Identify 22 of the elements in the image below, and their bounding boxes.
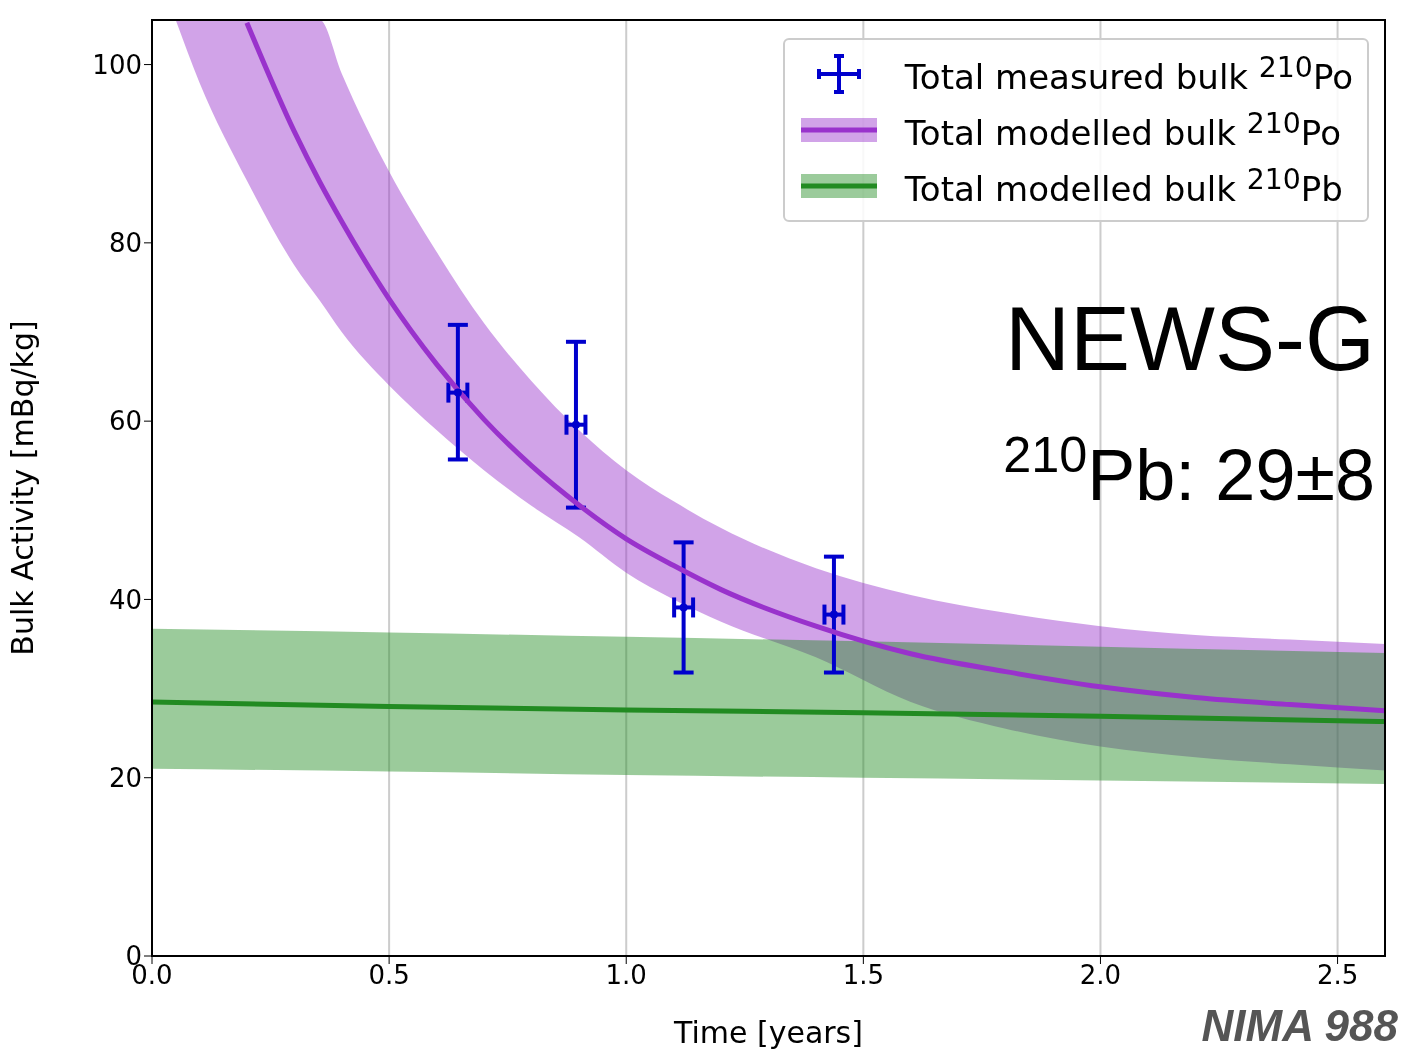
- y-tick-label: 20: [108, 762, 142, 793]
- x-tick-label: 2.0: [1079, 960, 1122, 991]
- x-tick-label: 1.0: [605, 960, 647, 991]
- point: [829, 610, 838, 619]
- legend-label: Total measured bulk $^{210}$Po: [904, 50, 1353, 98]
- text: NIMA 988: [1201, 1001, 1399, 1050]
- x-axis-title: Time [years]: [673, 1015, 863, 1050]
- x-tick-label: 0.5: [368, 960, 410, 991]
- y-tick-label: 80: [108, 228, 142, 259]
- point: [453, 388, 462, 397]
- y-tick-label: 60: [108, 406, 142, 437]
- point: [679, 603, 688, 612]
- y-tick-label: 100: [92, 49, 142, 80]
- x-tick-label: 1.5: [842, 960, 885, 991]
- point: [571, 420, 580, 429]
- annotation: $^{210}$Pb: 29±8: [1003, 425, 1375, 515]
- annotation: NEWS-G: [1005, 289, 1375, 389]
- x-tick-label: 2.5: [1316, 960, 1359, 991]
- legend-label: Total modelled bulk $^{210}$Po: [904, 106, 1341, 154]
- y-axis-title: Bulk Activity [mBq/kg]: [4, 320, 40, 656]
- y-tick-label: 40: [108, 584, 142, 615]
- legend-label: Total modelled bulk $^{210}$Pb: [904, 162, 1343, 210]
